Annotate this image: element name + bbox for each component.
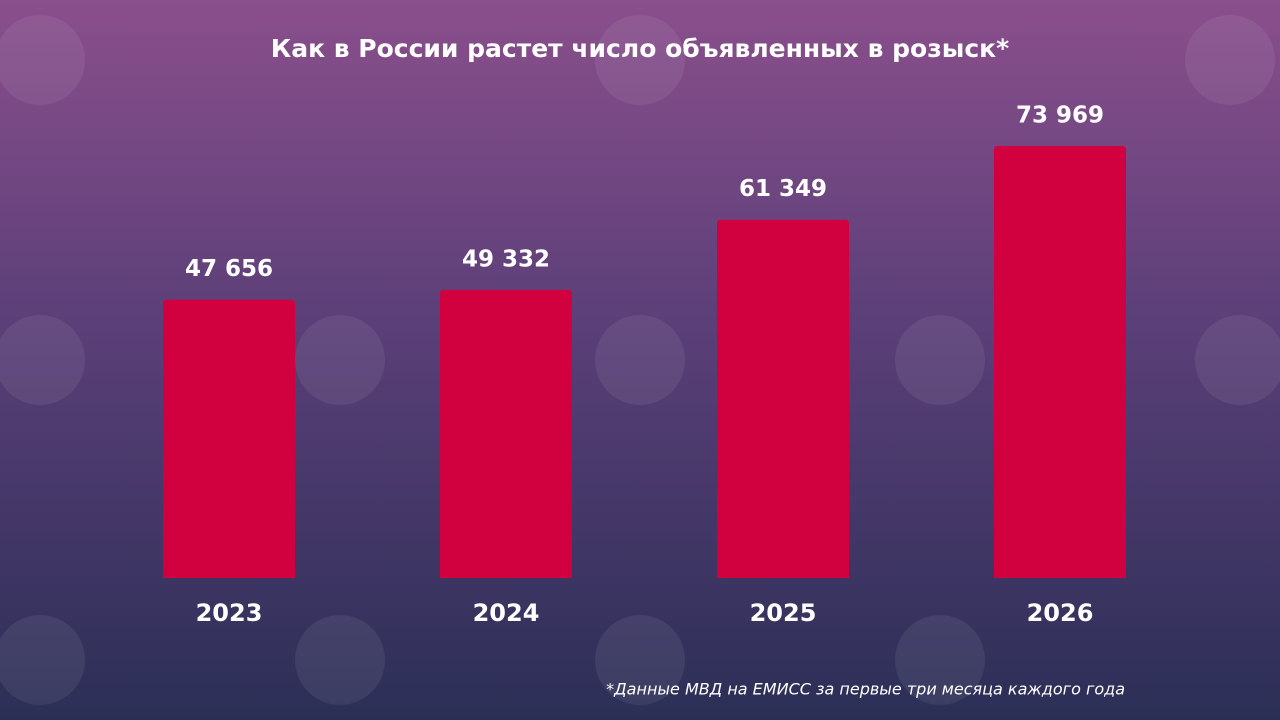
- bar: [163, 299, 295, 578]
- x-tick-label: 2023: [196, 599, 263, 627]
- value-label: 47 656: [185, 256, 273, 282]
- bar: [440, 289, 572, 578]
- value-label: 61 349: [739, 176, 827, 202]
- bar: [717, 219, 849, 578]
- chart-title: Как в России растет число объявленных в …: [271, 34, 1009, 63]
- x-tick-label: 2026: [1027, 599, 1094, 627]
- value-label: 49 332: [462, 246, 550, 272]
- x-tick-label: 2025: [750, 599, 817, 627]
- x-tick-label: 2024: [473, 599, 540, 627]
- bar: [994, 146, 1126, 578]
- watermarks: [0, 15, 1280, 705]
- value-label: 73 969: [1016, 103, 1104, 129]
- footnote: *Данные МВД на ЕМИСС за первые три месяц…: [606, 680, 1125, 699]
